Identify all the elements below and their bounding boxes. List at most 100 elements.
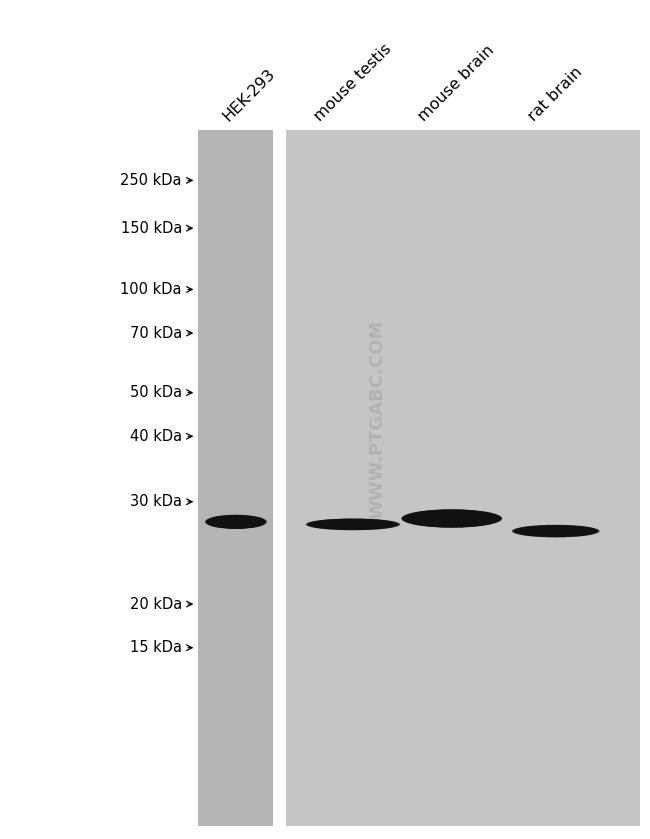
Ellipse shape <box>326 521 380 528</box>
Ellipse shape <box>335 522 370 527</box>
Ellipse shape <box>220 518 252 526</box>
Ellipse shape <box>544 529 567 533</box>
Ellipse shape <box>415 512 489 525</box>
Ellipse shape <box>234 521 238 523</box>
Ellipse shape <box>348 524 358 525</box>
Ellipse shape <box>418 513 486 524</box>
Ellipse shape <box>428 514 475 523</box>
Text: rat brain: rat brain <box>526 65 586 124</box>
Ellipse shape <box>315 519 391 529</box>
Ellipse shape <box>434 515 470 522</box>
Ellipse shape <box>231 521 241 523</box>
Ellipse shape <box>417 512 487 525</box>
Ellipse shape <box>225 519 247 524</box>
Ellipse shape <box>540 529 572 534</box>
Ellipse shape <box>430 514 474 523</box>
Ellipse shape <box>432 515 472 522</box>
Ellipse shape <box>306 519 400 530</box>
Text: 100 kDa: 100 kDa <box>120 282 182 297</box>
Ellipse shape <box>534 528 578 534</box>
Ellipse shape <box>205 514 266 529</box>
Ellipse shape <box>440 516 463 521</box>
Ellipse shape <box>309 519 397 530</box>
Ellipse shape <box>543 529 569 533</box>
Ellipse shape <box>216 518 255 526</box>
Ellipse shape <box>545 529 566 533</box>
Ellipse shape <box>526 527 585 535</box>
Ellipse shape <box>312 519 394 529</box>
Ellipse shape <box>521 526 591 536</box>
Text: 50 kDa: 50 kDa <box>130 385 182 400</box>
Ellipse shape <box>403 509 500 528</box>
Text: WWW.PTGABC.COM: WWW.PTGABC.COM <box>368 320 386 519</box>
Ellipse shape <box>447 518 457 519</box>
Ellipse shape <box>229 520 243 524</box>
Ellipse shape <box>344 524 363 525</box>
Ellipse shape <box>410 511 494 526</box>
Ellipse shape <box>233 521 239 523</box>
Ellipse shape <box>209 516 263 528</box>
Ellipse shape <box>426 513 477 524</box>
Text: HEK-293: HEK-293 <box>220 66 278 124</box>
Ellipse shape <box>320 520 386 529</box>
Ellipse shape <box>213 516 259 528</box>
Ellipse shape <box>536 529 577 534</box>
Ellipse shape <box>437 516 467 521</box>
Ellipse shape <box>222 519 250 525</box>
Ellipse shape <box>448 518 455 519</box>
Ellipse shape <box>222 519 250 525</box>
Ellipse shape <box>337 523 369 526</box>
Ellipse shape <box>438 516 465 521</box>
Text: 250 kDa: 250 kDa <box>120 173 182 188</box>
Ellipse shape <box>514 525 598 537</box>
Ellipse shape <box>405 510 499 527</box>
Ellipse shape <box>314 519 392 529</box>
Ellipse shape <box>333 522 373 527</box>
Ellipse shape <box>211 516 261 528</box>
Ellipse shape <box>227 519 245 524</box>
Ellipse shape <box>525 527 586 535</box>
Ellipse shape <box>346 524 359 525</box>
Text: 30 kDa: 30 kDa <box>130 494 182 509</box>
Ellipse shape <box>435 515 469 522</box>
Ellipse shape <box>443 517 460 520</box>
Ellipse shape <box>217 518 255 526</box>
Ellipse shape <box>311 519 395 529</box>
Ellipse shape <box>420 513 484 524</box>
Ellipse shape <box>206 515 266 529</box>
Ellipse shape <box>413 512 490 525</box>
Ellipse shape <box>328 521 378 528</box>
Ellipse shape <box>516 525 595 537</box>
Ellipse shape <box>339 523 367 526</box>
Text: 150 kDa: 150 kDa <box>121 221 182 236</box>
Ellipse shape <box>541 529 571 534</box>
Ellipse shape <box>421 513 482 524</box>
Ellipse shape <box>323 521 383 528</box>
Ellipse shape <box>227 520 244 524</box>
Ellipse shape <box>532 528 579 534</box>
Bar <box>198 130 273 826</box>
Text: 20 kDa: 20 kDa <box>130 597 182 612</box>
Ellipse shape <box>331 522 375 527</box>
Text: mouse brain: mouse brain <box>415 43 497 124</box>
Ellipse shape <box>411 511 492 526</box>
Text: 70 kDa: 70 kDa <box>130 326 182 341</box>
Ellipse shape <box>517 525 594 537</box>
Ellipse shape <box>552 530 558 532</box>
Ellipse shape <box>528 527 584 535</box>
Ellipse shape <box>322 520 384 529</box>
Ellipse shape <box>318 520 387 529</box>
Ellipse shape <box>207 515 265 529</box>
Ellipse shape <box>551 530 560 532</box>
Ellipse shape <box>213 517 259 527</box>
Ellipse shape <box>226 519 246 524</box>
Ellipse shape <box>538 529 573 534</box>
Ellipse shape <box>341 523 365 526</box>
Ellipse shape <box>406 510 497 527</box>
Ellipse shape <box>550 530 562 532</box>
Ellipse shape <box>210 516 262 528</box>
Ellipse shape <box>529 528 582 535</box>
Ellipse shape <box>342 523 364 526</box>
Ellipse shape <box>445 518 458 519</box>
Ellipse shape <box>401 509 502 528</box>
